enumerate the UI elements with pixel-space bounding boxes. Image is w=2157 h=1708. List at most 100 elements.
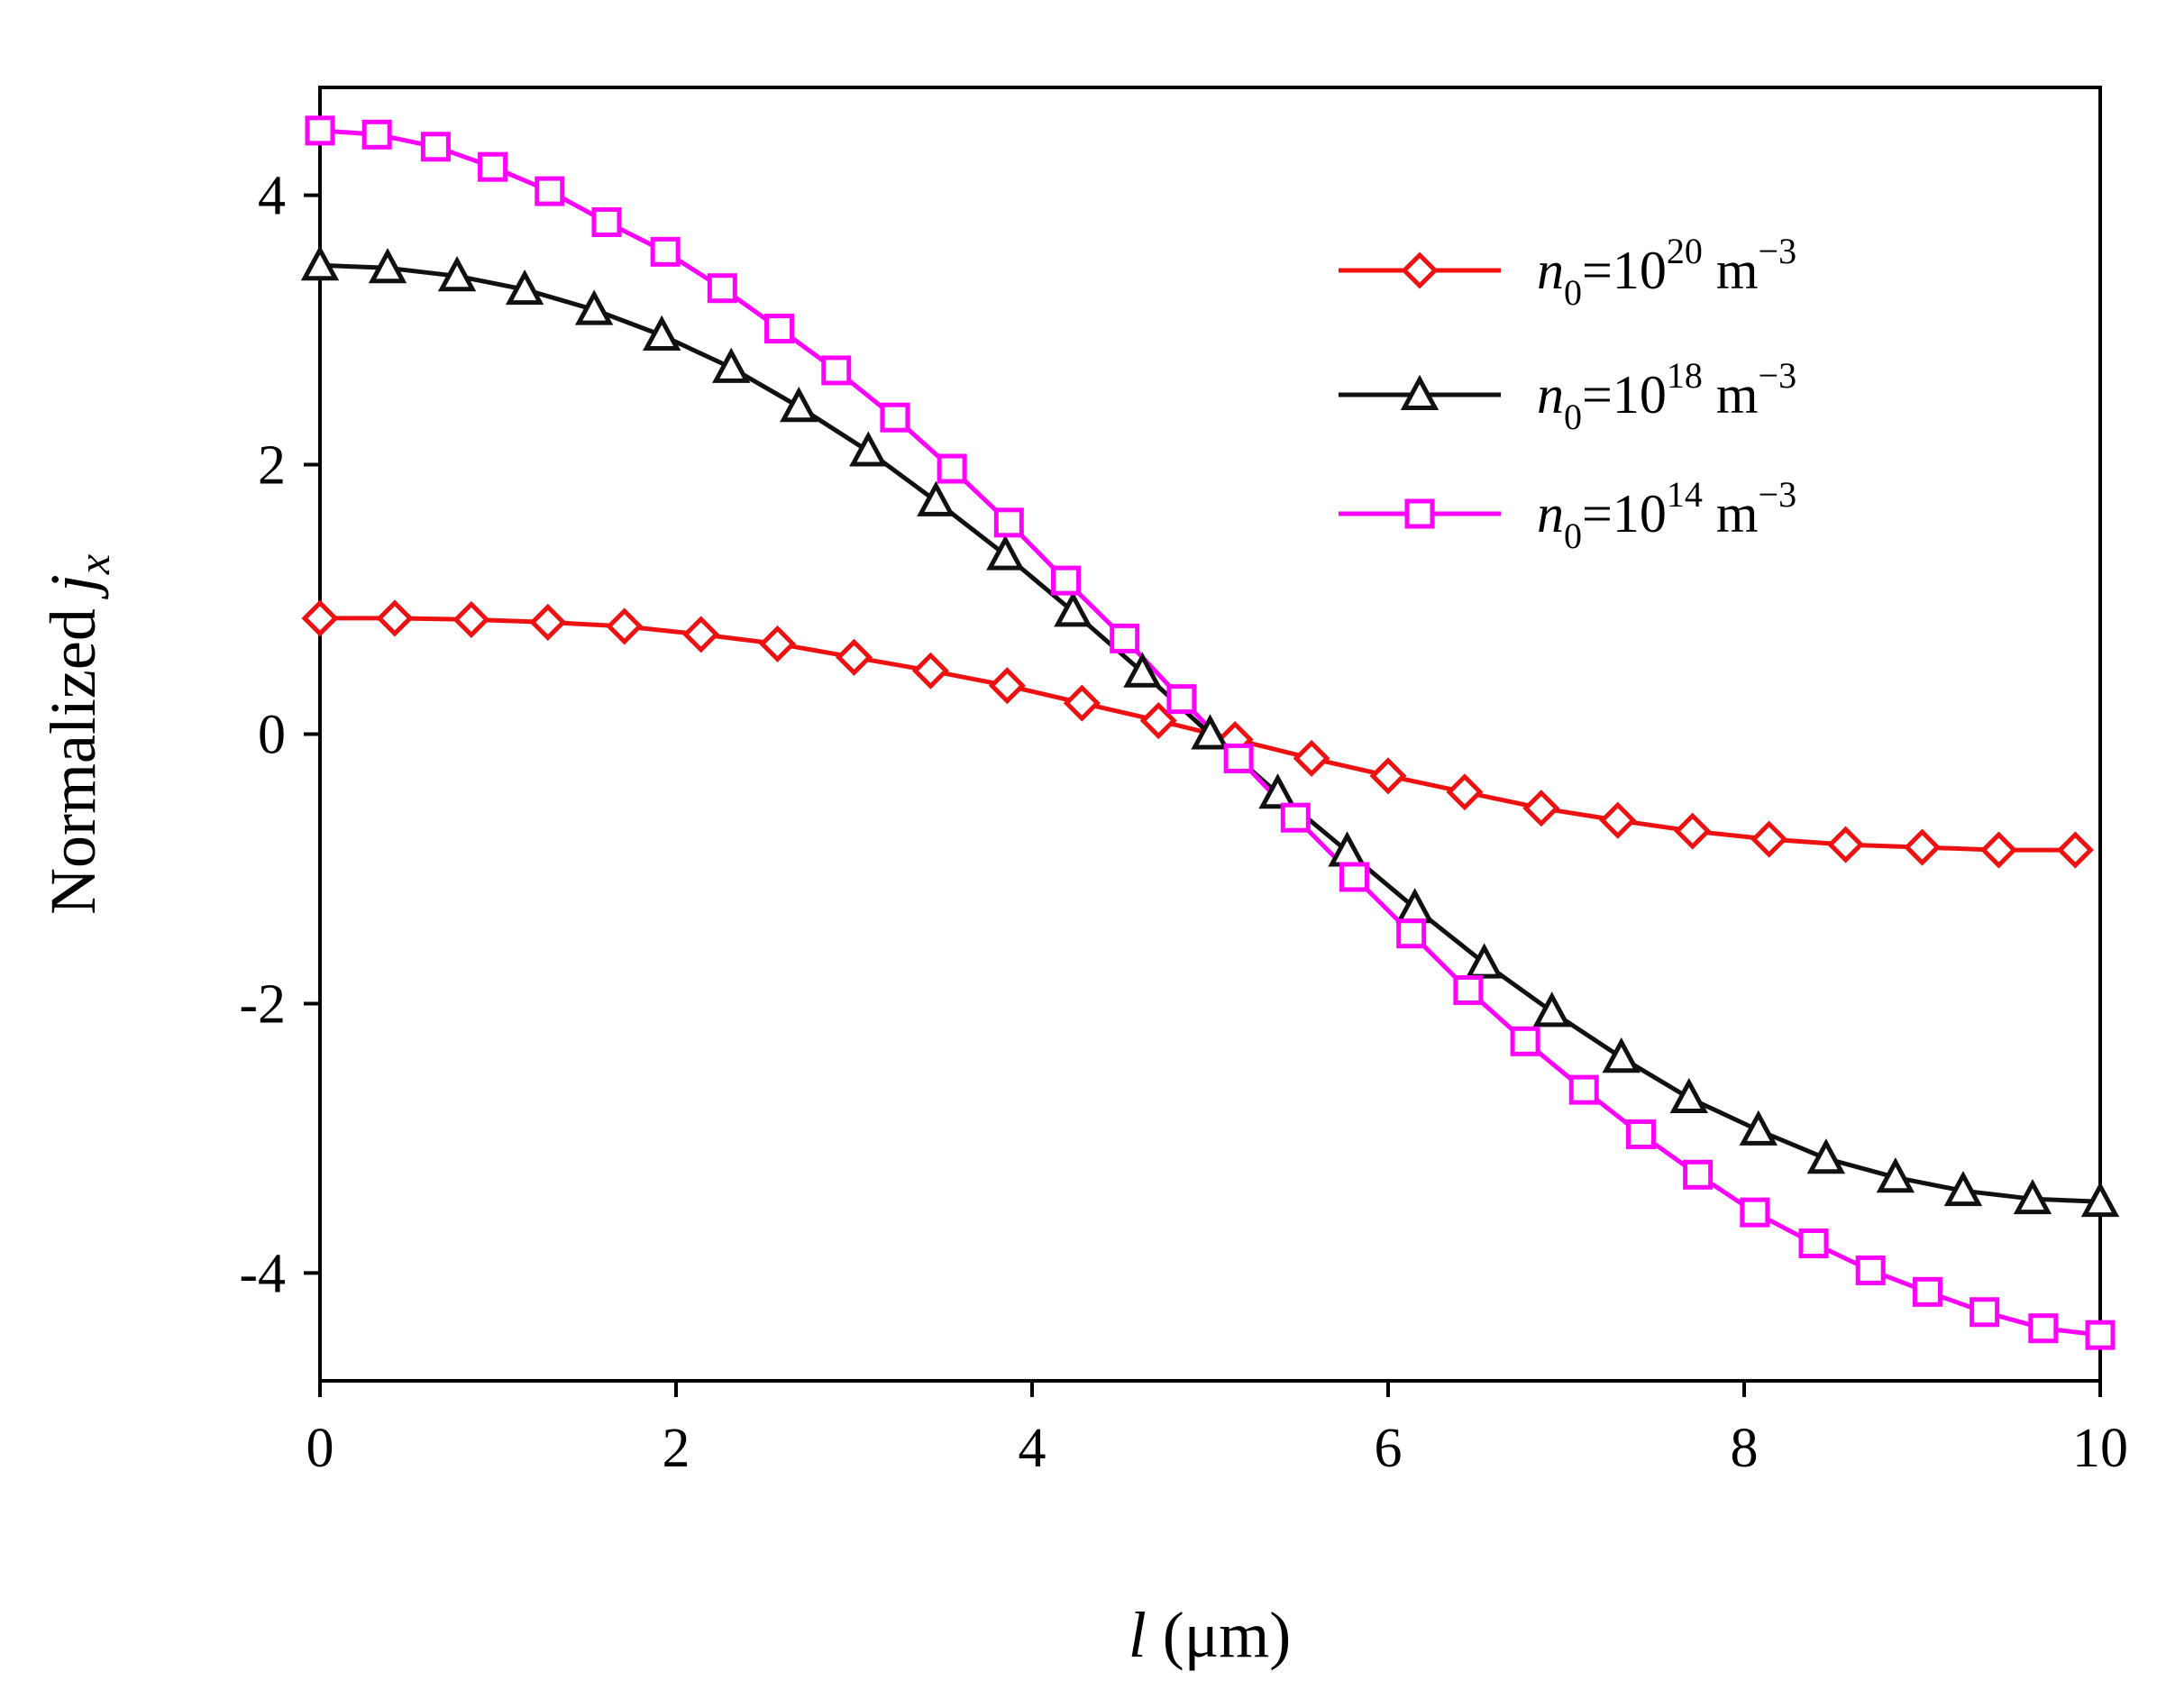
data-point-square [1855, 1255, 1886, 1285]
data-point-triangle [2080, 1181, 2120, 1218]
data-point-triangle [437, 256, 477, 292]
data-point-triangle [1669, 1077, 1708, 1114]
axes: 0 2 4 6 8 10 4 2 0 -2 -4 [239, 166, 2128, 1479]
x-axis-title: l (μm) [1129, 1599, 1292, 1671]
data-point-square [1280, 802, 1311, 833]
data-point-triangle [1123, 652, 1162, 688]
series-line-diamond [320, 616, 2076, 853]
data-point-triangle [1465, 943, 1504, 979]
data-point-diamond [759, 625, 797, 662]
data-point-diamond [835, 638, 873, 676]
data-point-triangle [986, 534, 1025, 571]
data-point-triangle [1400, 374, 1440, 410]
y-tick-label: 4 [258, 166, 286, 227]
data-point-diamond [988, 667, 1026, 705]
data-point-diamond [301, 599, 339, 637]
x-tick-label: 4 [1019, 1418, 1047, 1479]
data-point-triangle [1532, 991, 1571, 1028]
data-point-square [1166, 684, 1197, 715]
data-point-triangle [505, 269, 544, 306]
data-point-square [1683, 1159, 1714, 1190]
x-tick-label: 6 [1375, 1418, 1403, 1479]
data-point-square [707, 273, 737, 304]
data-point-square [361, 119, 392, 150]
data-point-square [650, 236, 681, 267]
data-point-square [591, 206, 622, 237]
data-point-diamond [1599, 801, 1637, 839]
data-point-diamond [1979, 831, 2017, 869]
data-point-diamond [606, 607, 644, 645]
data-point-diamond [1139, 702, 1177, 740]
data-point-triangle [300, 245, 340, 281]
data-point-diamond [1674, 812, 1712, 850]
data-point-square [764, 314, 795, 344]
data-point-square [1740, 1197, 1770, 1228]
data-point-triangle [368, 248, 407, 284]
data-point-triangle [712, 347, 751, 383]
legend-label: n0=1014 m−3 [1537, 474, 1796, 556]
data-point-triangle [1191, 714, 1229, 750]
data-point-triangle [1739, 1110, 1778, 1146]
data-point-triangle [1943, 1170, 1983, 1207]
legend: n0=1020 m−3 n0=1018 m−3 n0=1014 m−3 [1339, 231, 1796, 556]
data-point-diamond [452, 600, 490, 638]
data-point-square [1110, 623, 1140, 653]
data-point-diamond [1063, 684, 1101, 722]
x-tick-label: 8 [1731, 1418, 1759, 1479]
data-point-square [2085, 1320, 2116, 1350]
data-point-square [1798, 1228, 1829, 1259]
data-point-square [535, 176, 565, 206]
data-point-square [1396, 918, 1427, 949]
data-point-triangle [643, 315, 681, 351]
x-tick-label: 10 [2072, 1418, 2128, 1479]
data-point-diamond [682, 616, 720, 653]
data-point-square [1453, 975, 1484, 1006]
legend-label: n0=1020 m−3 [1537, 231, 1796, 313]
y-tick-label: -4 [239, 1243, 286, 1304]
data-point-square [305, 115, 335, 146]
data-point-diamond [376, 599, 414, 637]
data-point-diamond [2056, 831, 2094, 869]
data-point-square [1625, 1119, 1656, 1149]
data-point-square [1339, 862, 1369, 892]
data-point-diamond [1522, 790, 1560, 827]
data-point-triangle [849, 431, 888, 467]
data-point-diamond [1369, 757, 1407, 795]
data-point-diamond [529, 603, 567, 641]
data-point-square [993, 507, 1024, 538]
data-point-triangle [574, 289, 614, 325]
data-point-triangle [780, 387, 818, 423]
data-point-triangle [2013, 1178, 2052, 1215]
data-point-triangle [1806, 1138, 1846, 1174]
y-tick-label: 2 [258, 435, 286, 497]
data-point-square [1912, 1276, 1942, 1307]
data-point-diamond [1293, 739, 1330, 777]
data-point-square [1568, 1074, 1599, 1105]
series-markers [300, 115, 2120, 1350]
y-axis-title: Normalized jx [37, 554, 119, 915]
data-point-square [420, 132, 451, 162]
y-tick-label: -2 [239, 973, 286, 1035]
legend-label: n0=1018 m−3 [1537, 355, 1796, 437]
x-tick-label: 0 [306, 1418, 334, 1479]
data-point-square [1510, 1026, 1540, 1056]
data-point-triangle [1602, 1037, 1641, 1073]
data-point-square [821, 355, 852, 386]
data-point-square [1404, 498, 1435, 529]
data-point-triangle [1054, 591, 1092, 627]
data-point-triangle [1258, 773, 1297, 809]
data-point-square [937, 453, 967, 484]
data-point-triangle [1876, 1157, 1915, 1193]
data-point-square [1970, 1297, 2000, 1328]
data-point-square [880, 402, 910, 433]
data-point-diamond [1903, 828, 1942, 866]
data-point-diamond [1827, 826, 1865, 863]
data-point-diamond [1446, 773, 1484, 811]
data-point-diamond [911, 652, 949, 690]
data-point-triangle [917, 480, 955, 516]
data-point-square [1223, 743, 1254, 773]
data-point-square [1051, 565, 1082, 596]
data-point-diamond [1750, 820, 1788, 858]
data-point-square [2028, 1313, 2059, 1344]
